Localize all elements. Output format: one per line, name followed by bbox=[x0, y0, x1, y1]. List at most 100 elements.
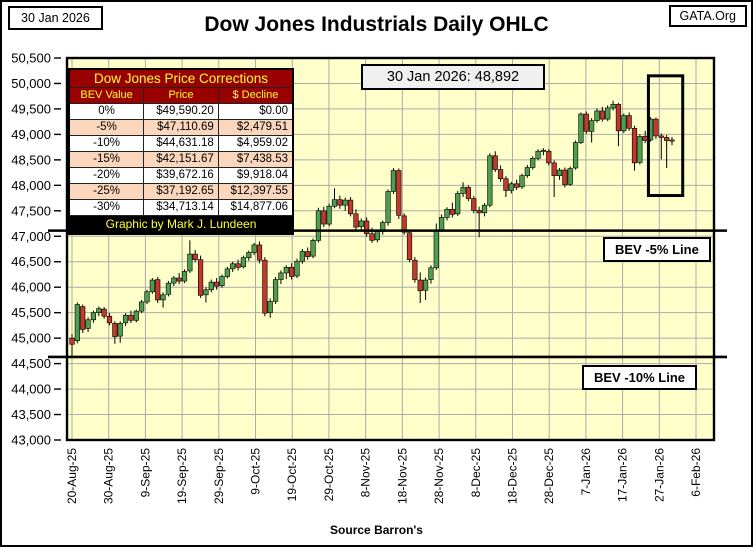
candle-down bbox=[305, 251, 311, 257]
candle-up bbox=[74, 304, 80, 341]
table-header-cell: BEV Value bbox=[68, 87, 145, 104]
candle-up bbox=[240, 257, 247, 268]
candle-down bbox=[80, 306, 86, 330]
candle-up bbox=[160, 294, 166, 301]
table-cell: $34,713.14 bbox=[143, 199, 219, 216]
candle-down bbox=[626, 115, 632, 129]
bev-10-label: BEV -10% Line bbox=[582, 365, 698, 390]
table-cell: 0% bbox=[68, 103, 145, 120]
gata-org-box: GATA.Org bbox=[668, 5, 747, 27]
candle-up bbox=[331, 199, 338, 207]
candle-up bbox=[294, 260, 300, 277]
candle-up bbox=[487, 155, 493, 206]
candle-down bbox=[401, 215, 407, 233]
table-cell: $14,877.06 bbox=[217, 199, 294, 216]
y-tick-label: 46,000 bbox=[11, 280, 51, 295]
table-title-row: Dow Jones Price Corrections bbox=[68, 68, 294, 88]
candle-down bbox=[337, 199, 343, 206]
x-tick-label: 7-Jan-26 bbox=[579, 448, 593, 496]
candle-up bbox=[455, 193, 461, 215]
candle-down bbox=[155, 279, 161, 301]
candle-up bbox=[133, 310, 139, 321]
candle-up bbox=[230, 263, 236, 270]
y-tick-label: 45,000 bbox=[11, 331, 51, 346]
candle-down bbox=[465, 187, 472, 199]
y-tick-label: 43,500 bbox=[11, 407, 51, 422]
candle-up bbox=[149, 279, 155, 293]
y-tick-label: 50,000 bbox=[11, 76, 51, 91]
candle-up bbox=[524, 167, 530, 176]
table-cell: $9,918.04 bbox=[217, 167, 294, 184]
table-title: Dow Jones Price Corrections bbox=[68, 68, 294, 88]
y-tick-label: 47,500 bbox=[11, 203, 51, 218]
bev-5-label: BEV -5% Line bbox=[603, 237, 711, 262]
candle-up bbox=[224, 268, 230, 277]
x-tick-label: 29-Oct-25 bbox=[322, 448, 336, 502]
candle-up bbox=[621, 115, 627, 132]
candle-down bbox=[197, 259, 204, 296]
table-cell: $47,110.69 bbox=[143, 119, 219, 136]
candle-up bbox=[433, 229, 439, 269]
candle-down bbox=[562, 169, 568, 186]
table-cell: $2,479.51 bbox=[217, 119, 294, 136]
x-tick-label: 19-Oct-25 bbox=[285, 448, 299, 502]
candle-up bbox=[358, 220, 364, 227]
candle-down bbox=[599, 110, 605, 120]
candle-up bbox=[422, 279, 429, 291]
table-cell: -5% bbox=[68, 119, 145, 136]
candle-down bbox=[101, 308, 107, 317]
candle-down bbox=[214, 281, 220, 287]
table-cell: -15% bbox=[68, 151, 145, 168]
candle-up bbox=[535, 150, 541, 159]
date-box: 30 Jan 2026 bbox=[8, 6, 103, 30]
table-cell: $12,397.55 bbox=[217, 183, 294, 200]
candle-up bbox=[85, 319, 91, 329]
y-tick-label: 49,500 bbox=[11, 101, 51, 116]
y-tick-label: 44,000 bbox=[11, 382, 51, 397]
candle-up bbox=[203, 289, 209, 296]
candle-down bbox=[615, 104, 622, 132]
y-tick-label: 50,500 bbox=[11, 51, 51, 66]
candle-up bbox=[519, 175, 525, 188]
candle-up bbox=[460, 187, 466, 194]
table-cell: -10% bbox=[68, 135, 145, 152]
candle-down bbox=[289, 267, 295, 277]
table-cell: $44,631.18 bbox=[143, 135, 219, 152]
page-title: Dow Jones Industrials Daily OHLC bbox=[204, 13, 549, 36]
candle-up bbox=[310, 240, 316, 257]
candle-down bbox=[642, 136, 648, 141]
candle-up bbox=[605, 107, 611, 120]
table-cell: $0.00 bbox=[217, 103, 294, 120]
table-header-cell: Price bbox=[143, 87, 219, 104]
candle-up bbox=[669, 139, 675, 142]
candle-down bbox=[69, 337, 75, 345]
candle-down bbox=[471, 198, 477, 211]
table-cell: $37,192.65 bbox=[143, 183, 219, 200]
candle-down bbox=[497, 169, 504, 180]
candle-up bbox=[117, 323, 123, 337]
table-cell: -20% bbox=[68, 167, 145, 184]
candle-up bbox=[278, 272, 284, 280]
candle-down bbox=[369, 233, 375, 241]
candle-up bbox=[181, 271, 188, 282]
candle-down bbox=[417, 279, 423, 292]
y-tick-label: 48,000 bbox=[11, 178, 51, 193]
candle-up bbox=[251, 244, 257, 253]
y-tick-label: 46,500 bbox=[11, 254, 51, 269]
table-row: -20% $39,672.16 $9,918.04 bbox=[68, 167, 294, 184]
table-cell: $49,590.20 bbox=[143, 103, 219, 120]
candle-up bbox=[610, 104, 616, 109]
candle-down bbox=[406, 232, 413, 260]
candle-up bbox=[96, 308, 102, 313]
x-tick-label: 9-Sep-25 bbox=[138, 448, 152, 498]
candle-up bbox=[219, 276, 225, 286]
plot-border bbox=[65, 56, 716, 442]
price-callout: 30 Jan 2026: 48,892 bbox=[361, 64, 545, 90]
candle-down bbox=[653, 118, 659, 137]
x-tick-label: 8-Nov-25 bbox=[359, 448, 373, 498]
candle-up bbox=[428, 267, 434, 280]
table-row: -5% $47,110.69 $2,479.51 bbox=[68, 119, 294, 136]
candle-up bbox=[578, 113, 584, 143]
price-corrections-table: Dow Jones Price Corrections BEV Value Pri… bbox=[68, 68, 294, 235]
candle-up bbox=[439, 217, 445, 231]
